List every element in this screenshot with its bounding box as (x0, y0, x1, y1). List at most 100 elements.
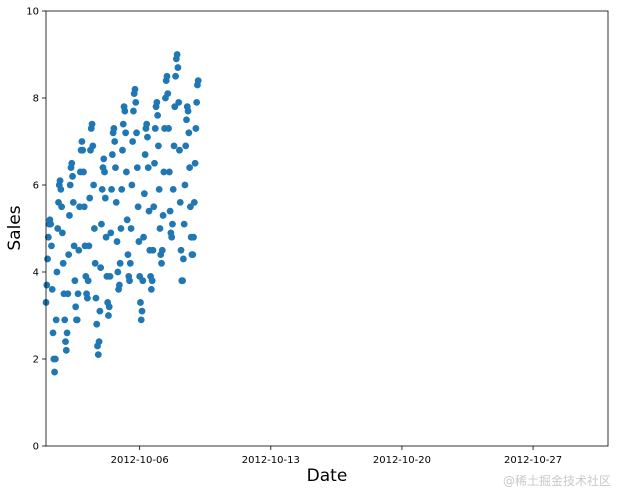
data-point (86, 194, 94, 202)
data-point (48, 242, 55, 250)
data-point (150, 203, 158, 211)
data-point (64, 290, 72, 298)
data-point (105, 303, 113, 311)
data-point (165, 168, 173, 176)
data-point (111, 138, 119, 145)
data-point (48, 286, 56, 293)
data-point (98, 185, 106, 193)
y-tick-label: 2 (33, 355, 39, 366)
data-point (119, 146, 126, 154)
data-point (132, 98, 140, 106)
data-point (183, 116, 190, 124)
data-point (140, 233, 147, 241)
data-point (185, 129, 193, 137)
data-point (61, 316, 69, 324)
data-point (69, 199, 77, 206)
data-point (107, 229, 115, 237)
data-point (59, 259, 67, 267)
data-point (140, 190, 148, 198)
data-point (89, 142, 97, 150)
data-point (179, 277, 187, 285)
y-tick-label: 10 (26, 7, 39, 18)
data-point (43, 281, 51, 289)
data-point (84, 277, 92, 285)
data-point (121, 107, 129, 115)
plot-frame (45, 10, 609, 447)
data-point (94, 351, 102, 359)
data-points (42, 51, 202, 376)
data-point (57, 185, 65, 193)
data-point (144, 164, 152, 172)
data-point (112, 164, 119, 172)
data-point (96, 307, 104, 315)
data-point (180, 220, 188, 228)
data-point (184, 107, 192, 115)
data-point (62, 338, 69, 345)
data-point (143, 120, 151, 128)
y-tick-label: 6 (33, 181, 39, 192)
data-point (72, 303, 80, 311)
data-point (172, 72, 179, 80)
data-point (163, 72, 171, 80)
x-tick-label: 2012-10-20 (373, 455, 431, 466)
data-point (90, 181, 98, 189)
data-point (123, 168, 130, 176)
data-point (158, 246, 166, 254)
y-axis-title: Sales (5, 205, 25, 250)
data-point (68, 159, 76, 167)
data-point (80, 203, 88, 211)
data-point (176, 146, 183, 154)
x-axis-title: Date (307, 466, 348, 486)
data-point (193, 98, 201, 106)
x-tick-label: 2012-10-06 (111, 455, 169, 466)
data-point (127, 225, 135, 232)
data-point (144, 133, 151, 141)
data-point (141, 151, 149, 158)
data-point (119, 120, 127, 128)
data-point (102, 233, 110, 241)
data-point (190, 233, 197, 241)
data-point (151, 159, 158, 167)
data-point (58, 203, 66, 211)
data-point (116, 259, 124, 267)
data-point (63, 329, 71, 337)
data-point (169, 220, 176, 228)
data-point (137, 299, 144, 306)
data-point (177, 246, 185, 254)
data-point (173, 51, 181, 58)
data-point (182, 142, 190, 150)
data-point (54, 225, 62, 232)
data-point (73, 316, 81, 324)
data-point (179, 255, 187, 263)
data-point (151, 125, 159, 132)
data-point (117, 225, 125, 232)
data-point (176, 199, 184, 206)
data-point (190, 199, 198, 206)
data-point (126, 277, 133, 285)
data-point (91, 259, 99, 267)
data-point (88, 120, 96, 128)
data-point (49, 329, 57, 337)
data-point (66, 212, 73, 219)
data-point (51, 355, 59, 363)
data-point (85, 242, 93, 250)
data-point (159, 212, 167, 219)
data-point (194, 77, 202, 84)
data-point (95, 338, 103, 345)
data-point (149, 246, 157, 254)
data-point (44, 255, 51, 263)
data-point (47, 220, 55, 228)
data-point (147, 286, 155, 293)
data-point (66, 181, 74, 189)
data-point (133, 129, 140, 137)
y-tick-label: 4 (33, 268, 39, 279)
data-point (154, 112, 162, 119)
data-point (128, 181, 136, 189)
data-point (186, 164, 194, 172)
data-point (169, 185, 177, 193)
data-point (139, 277, 147, 285)
data-point (145, 207, 153, 215)
data-point (153, 98, 161, 106)
data-point (74, 290, 82, 298)
data-point (44, 233, 52, 241)
